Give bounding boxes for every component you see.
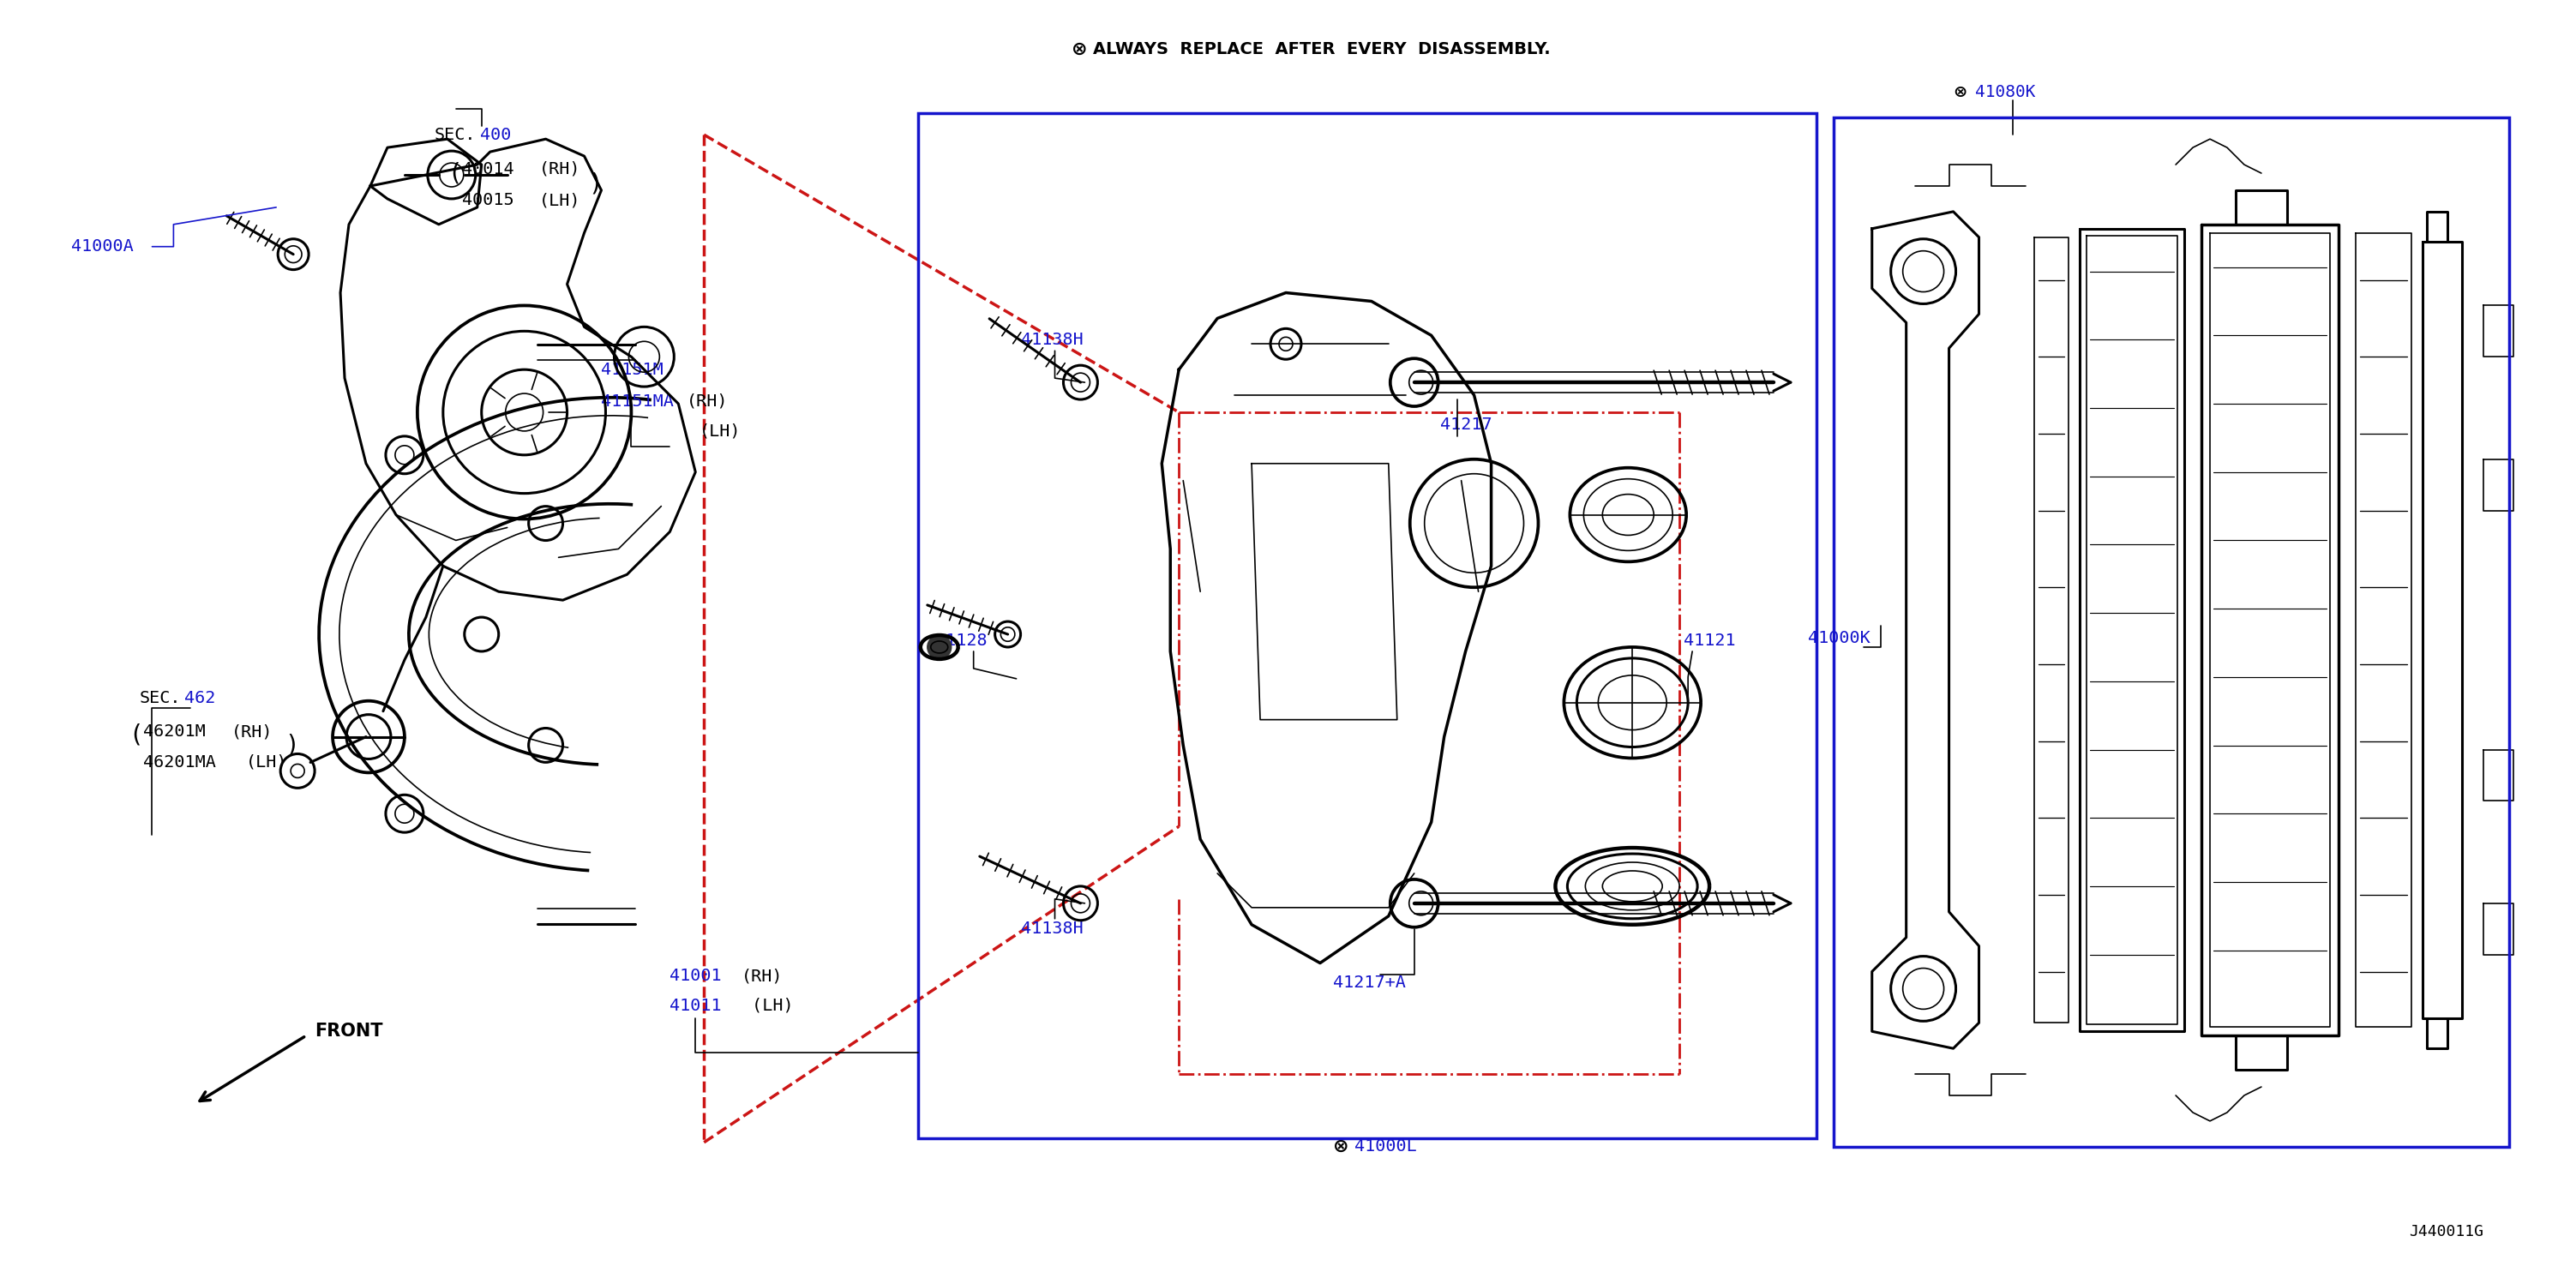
Text: 41151MA: 41151MA [600, 393, 675, 410]
Text: 41011: 41011 [670, 997, 721, 1014]
Text: ): ) [587, 172, 603, 196]
Text: ⊗: ⊗ [1953, 84, 1968, 100]
Text: SEC.: SEC. [139, 691, 180, 706]
Text: (LH): (LH) [742, 997, 793, 1014]
Text: ⊗: ⊗ [1072, 41, 1087, 59]
Text: 41000A: 41000A [70, 238, 134, 254]
Text: 40014: 40014 [461, 160, 513, 177]
Text: ⊗: ⊗ [1332, 1138, 1350, 1155]
Text: SEC.: SEC. [435, 127, 477, 142]
Text: 41121: 41121 [1685, 633, 1736, 649]
Text: 400: 400 [479, 127, 510, 142]
Text: (RH): (RH) [688, 393, 729, 410]
Text: (RH): (RH) [538, 160, 580, 177]
Text: 41217+A: 41217+A [1332, 974, 1406, 991]
Text: (LH): (LH) [538, 192, 580, 209]
Text: (: ( [448, 162, 461, 186]
Text: 41128: 41128 [935, 633, 987, 649]
Text: 41000L: 41000L [1355, 1138, 1417, 1155]
Text: ): ) [286, 733, 299, 757]
Text: FRONT: FRONT [314, 1023, 384, 1040]
Text: (: ( [129, 722, 144, 747]
Text: 41080K: 41080K [1976, 84, 2035, 100]
Text: 41138H: 41138H [1020, 921, 1082, 937]
Text: 46201MA: 46201MA [144, 754, 216, 771]
Bar [1834, 118, 2509, 1146]
Text: 40015: 40015 [461, 192, 513, 209]
Text: 46201M: 46201M [144, 724, 206, 740]
Text: 41138H: 41138H [1020, 332, 1082, 347]
Text: J440011G: J440011G [2409, 1225, 2483, 1240]
Text: (LH): (LH) [247, 754, 289, 771]
Text: 41000K: 41000K [1808, 631, 1870, 646]
Text: 41217: 41217 [1440, 417, 1492, 434]
Text: 41151M: 41151M [600, 361, 665, 378]
Text: (RH): (RH) [232, 724, 273, 740]
Text: ALWAYS  REPLACE  AFTER  EVERY  DISASSEMBLY.: ALWAYS REPLACE AFTER EVERY DISASSEMBLY. [1092, 41, 1551, 57]
Text: (RH): (RH) [742, 968, 783, 985]
Text: 41001: 41001 [670, 968, 721, 985]
Text: 462: 462 [185, 691, 216, 706]
Text: (LH): (LH) [701, 422, 742, 439]
Bar [917, 113, 1816, 1138]
Circle shape [927, 635, 951, 659]
